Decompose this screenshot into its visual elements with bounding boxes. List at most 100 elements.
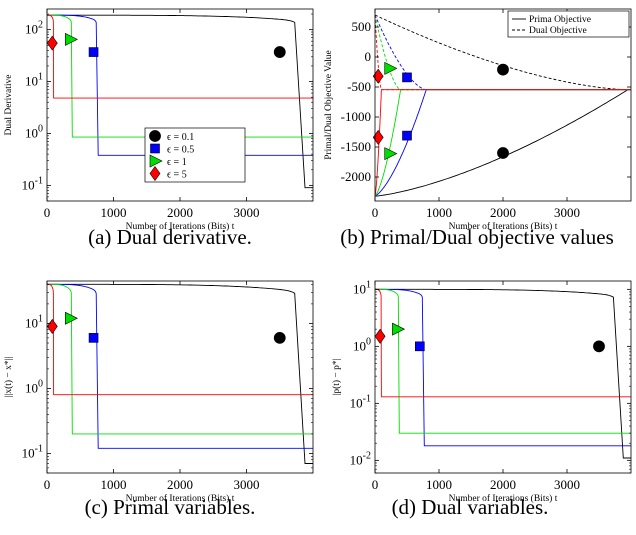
series-line-1 bbox=[47, 283, 313, 449]
y-tick-label: 102 bbox=[25, 20, 43, 37]
chart-c: 0 1000 2000 3000 10-1 100 101 Number of Iterati… bbox=[3, 280, 314, 504]
legend-label-dual: Dual Objective bbox=[529, 26, 587, 36]
y-tick-label: -1500 bbox=[341, 139, 371, 154]
y-axis-label: Dual Derivative bbox=[4, 75, 14, 136]
x-tick-label: 1000 bbox=[426, 477, 452, 492]
series-line-2 bbox=[47, 283, 313, 435]
series-marker-0 bbox=[593, 340, 605, 353]
x-tick-label: 3000 bbox=[234, 477, 260, 492]
y-axis-label: Primal/Dual Objective Value bbox=[324, 50, 334, 160]
dual-line-3 bbox=[374, 14, 631, 91]
chart-a: 0 1000 2000 3000 10-1 100 101 102 Number of Iter… bbox=[4, 8, 314, 232]
y-tick-label: -1000 bbox=[341, 109, 371, 124]
primal-line-0 bbox=[374, 89, 631, 197]
y-axis-label: ||x(t) − x*|| bbox=[3, 356, 14, 397]
series-line-1 bbox=[375, 288, 631, 447]
x-tick-label: 0 bbox=[372, 477, 379, 492]
series-line-0 bbox=[375, 288, 631, 459]
caption-d: (d) Dual variables. bbox=[391, 495, 549, 519]
series-marker-2 bbox=[64, 311, 78, 325]
y-tick-label: 100 bbox=[25, 123, 43, 140]
legend-marker-3 bbox=[149, 165, 161, 182]
y-tick-label: -500 bbox=[347, 79, 371, 94]
legend-box bbox=[507, 10, 630, 38]
x-tick-label: 2000 bbox=[167, 477, 193, 492]
plot-frame-c bbox=[46, 280, 314, 474]
series-line-2 bbox=[47, 14, 313, 138]
dual-marker-0 bbox=[497, 63, 509, 76]
y-tick-label: 10-2 bbox=[350, 450, 371, 467]
x-tick-label: 2000 bbox=[490, 205, 516, 220]
dual-marker-2 bbox=[384, 61, 398, 75]
series-marker-2 bbox=[392, 322, 406, 336]
x-tick-label: 1000 bbox=[101, 477, 127, 492]
dual-line-1 bbox=[374, 14, 631, 91]
primal-marker-0 bbox=[497, 147, 509, 159]
y-tick-label: -2000 bbox=[341, 169, 371, 184]
x-tick-label: 1000 bbox=[426, 205, 452, 220]
x-axis-label: Number of Iterations (Bits) t bbox=[449, 493, 558, 504]
series-line-3 bbox=[375, 288, 631, 398]
series-line-2 bbox=[375, 288, 631, 434]
primal-line-2 bbox=[374, 89, 631, 197]
y-axis-label: |p(t) − p*| bbox=[331, 358, 342, 395]
chart-d: 0 1000 2000 3000 10-2 10-1 100 101 Number of Ite… bbox=[331, 279, 632, 504]
x-tick-label: 0 bbox=[372, 205, 379, 220]
legend-label-primal: Prima Objective bbox=[529, 15, 591, 25]
plot-frame-b bbox=[374, 8, 632, 202]
legend-marker-2 bbox=[149, 154, 163, 168]
y-tick-label: 10-1 bbox=[350, 393, 371, 410]
x-tick-label: 2000 bbox=[167, 205, 193, 220]
series-marker-0 bbox=[273, 331, 286, 344]
series-marker-3 bbox=[46, 35, 58, 51]
y-tick-label: 0 bbox=[365, 49, 372, 64]
x-tick-label: 3000 bbox=[554, 477, 580, 492]
legend-marker-0 bbox=[149, 130, 161, 142]
series-marker-3 bbox=[46, 318, 58, 334]
primal-marker-1 bbox=[402, 130, 412, 141]
x-tick-label: 1000 bbox=[101, 205, 127, 220]
y-tick-label: 100 bbox=[25, 378, 43, 395]
series-line-0 bbox=[47, 283, 313, 464]
primal-line-1 bbox=[374, 89, 631, 197]
primal-marker-2 bbox=[384, 147, 398, 161]
y-tick-label: 101 bbox=[25, 313, 43, 330]
x-tick-label: 0 bbox=[44, 205, 51, 220]
plot-frame-d bbox=[374, 280, 632, 474]
series-line-0 bbox=[47, 14, 313, 189]
series-marker-2 bbox=[64, 32, 78, 46]
series-line-3 bbox=[47, 283, 313, 396]
caption-b: (b) Primal/Dual objective values bbox=[340, 225, 614, 249]
y-tick-label: 100 bbox=[353, 336, 371, 353]
series-line-3 bbox=[47, 14, 313, 99]
y-tick-label: 10-1 bbox=[22, 175, 43, 192]
chart-b: 0 1000 2000 3000 -2000 -1500 -1000 -500 0 500 Numb… bbox=[324, 8, 632, 232]
x-axis-label: Number of Iterations (Bits) t bbox=[126, 493, 235, 504]
legend-label-3: ϵ = 5 bbox=[167, 170, 187, 181]
series-marker-1 bbox=[414, 341, 425, 352]
legend-marker-1 bbox=[150, 143, 160, 154]
series-marker-1 bbox=[88, 47, 99, 57]
x-tick-label: 2000 bbox=[490, 477, 516, 492]
x-tick-label: 0 bbox=[44, 477, 51, 492]
caption-a: (a) Dual derivative. bbox=[88, 225, 252, 249]
x-tick-label: 3000 bbox=[554, 205, 580, 220]
legend-a: ϵ = 0.1 ϵ = 0.5ϵ = 1 ϵ = 5 bbox=[144, 127, 246, 183]
y-tick-label: 101 bbox=[25, 72, 43, 89]
y-tick-label: 101 bbox=[353, 279, 371, 296]
y-tick-label: 10-1 bbox=[22, 443, 43, 460]
y-tick-label: 500 bbox=[352, 19, 372, 34]
series-marker-3 bbox=[374, 328, 386, 344]
series-marker-0 bbox=[273, 46, 286, 58]
primal-line-3 bbox=[374, 89, 631, 197]
series-marker-1 bbox=[88, 333, 99, 343]
x-tick-label: 3000 bbox=[234, 205, 260, 220]
x-axis-label: Number of Iterations (Bits) t bbox=[449, 221, 558, 232]
legend-box bbox=[144, 127, 246, 183]
legend-label-2: ϵ = 1 bbox=[167, 157, 187, 168]
caption-c: (c) Primal variables. bbox=[84, 495, 256, 519]
x-axis-label: Number of Iterations (Bits) t bbox=[126, 221, 235, 232]
dual-marker-1 bbox=[402, 72, 412, 83]
